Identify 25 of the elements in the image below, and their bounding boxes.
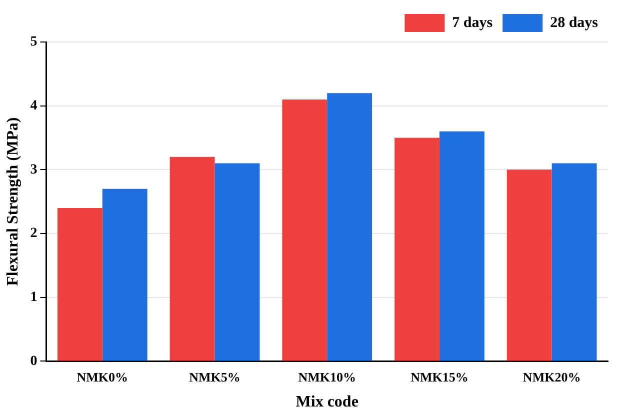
y-tick-label: 0	[30, 354, 38, 369]
x-axis-title: Mix code	[296, 394, 358, 411]
x-tick-label: NMK0%	[76, 369, 128, 384]
bar	[282, 99, 328, 361]
x-tick-label: NMK5%	[189, 369, 240, 384]
bar	[327, 93, 372, 361]
x-tick-label: NMK10%	[298, 369, 356, 384]
bar	[552, 163, 597, 361]
legend-label: 28 days	[550, 14, 598, 31]
y-tick-label: 1	[30, 290, 38, 305]
y-tick-label: 3	[30, 162, 38, 178]
x-tick-label: NMK20%	[522, 369, 581, 384]
bar	[170, 156, 215, 361]
bar	[214, 163, 260, 361]
bar	[102, 188, 148, 361]
y-axis-title: Flexural Strength (MPa)	[4, 117, 22, 286]
y-tick-label: 4	[30, 98, 38, 114]
bar	[506, 170, 552, 361]
bar	[394, 138, 440, 361]
legend-label: 7 days	[452, 14, 493, 31]
x-tick-label: NMK15%	[410, 369, 468, 384]
bar	[439, 131, 484, 361]
y-tick-label: 2	[30, 226, 38, 242]
bar	[57, 208, 102, 361]
y-tick-label: 5	[30, 34, 38, 50]
